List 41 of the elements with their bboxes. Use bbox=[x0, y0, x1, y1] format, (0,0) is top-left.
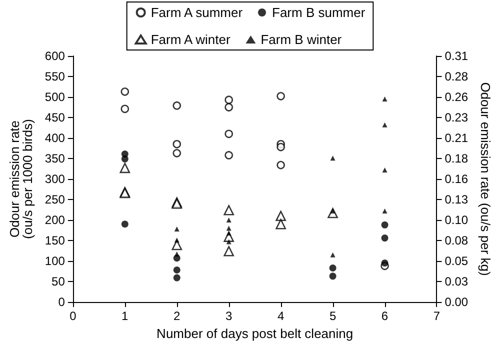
y2-tick-label: 0.23 bbox=[444, 110, 468, 124]
x-tick-label: 0 bbox=[70, 309, 77, 323]
y-tick-label: 300 bbox=[44, 172, 66, 186]
y-tick-label: 550 bbox=[44, 70, 66, 84]
x-tick-label: 4 bbox=[277, 309, 284, 323]
y2-tick-label: 0.00 bbox=[444, 295, 468, 309]
y2-tick-label: 0.10 bbox=[444, 213, 468, 228]
x-tick-label: 1 bbox=[122, 309, 129, 323]
legend-label: Farm B winter bbox=[260, 32, 342, 47]
y2-tick-label: 0.28 bbox=[444, 69, 468, 84]
y-tick-label: 350 bbox=[44, 152, 66, 166]
y-tick-label: 0 bbox=[58, 295, 66, 309]
y-tick-label: 100 bbox=[44, 254, 66, 268]
y-axis-title: Odour emission rate (ou/s per 1000 birds) bbox=[7, 119, 35, 239]
x-tick-label: 7 bbox=[433, 309, 440, 323]
y2-tick-label: 0.31 bbox=[444, 49, 468, 63]
y2-tick-label: 0.26 bbox=[444, 90, 468, 104]
y2-tick-label: 0.08 bbox=[444, 234, 468, 248]
y-tick-label: 500 bbox=[44, 90, 66, 104]
y2-tick-label: 0.03 bbox=[444, 274, 468, 289]
y-tick-label: 150 bbox=[44, 234, 66, 248]
x-axis-title: Number of days post belt cleaning bbox=[156, 326, 354, 341]
y-tick-label: 600 bbox=[44, 49, 66, 63]
y-tick-label: 400 bbox=[44, 131, 66, 145]
legend-label: Farm A winter bbox=[150, 32, 231, 47]
x-tick-label: 2 bbox=[174, 309, 181, 323]
x-tick-label: 5 bbox=[329, 309, 336, 323]
y2-tick-label: 0.05 bbox=[444, 254, 468, 268]
x-tick-label: 6 bbox=[381, 309, 388, 323]
x-tick-label: 3 bbox=[226, 309, 232, 323]
y2-tick-label: 0.16 bbox=[444, 172, 468, 186]
y2-tick-label: 0.13 bbox=[444, 192, 468, 206]
y2-axis-title: Odour emission rate (ou/s per kg) bbox=[478, 82, 493, 276]
legend-label: Farm A summer bbox=[150, 5, 244, 20]
y-tick-label: 250 bbox=[44, 192, 66, 206]
y2-tick-label: 0.21 bbox=[444, 130, 468, 145]
y2-tick-label: 0.18 bbox=[444, 152, 468, 166]
legend-label: Farm B summer bbox=[272, 5, 366, 20]
y-tick-label: 200 bbox=[44, 213, 66, 227]
y-tick-label: 50 bbox=[52, 274, 66, 288]
y-tick-label: 450 bbox=[44, 110, 66, 124]
